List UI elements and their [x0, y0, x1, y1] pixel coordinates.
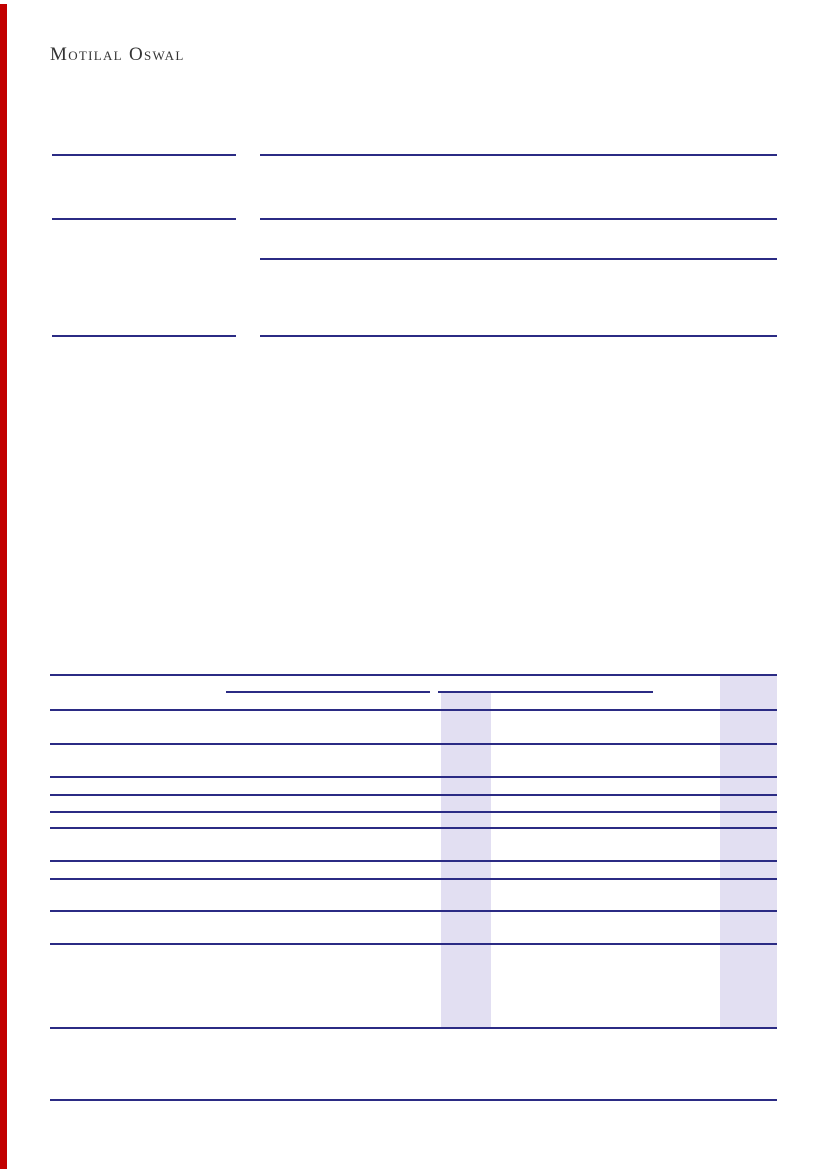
left-edge-accent-bar	[0, 4, 7, 1169]
table-top-rule	[50, 674, 777, 676]
header-right-rule	[260, 335, 777, 337]
table-highlight-column	[720, 676, 777, 1028]
table-column-group-rule	[226, 691, 430, 693]
header-right-rule	[260, 218, 777, 220]
table-column-group-rule	[438, 691, 653, 693]
table-row-rule	[50, 860, 777, 862]
header-left-rule	[52, 335, 236, 337]
table-row-rule	[50, 709, 777, 711]
header-left-rule	[52, 154, 236, 156]
brand-logo: Motilal Oswal	[50, 44, 185, 65]
table-bottom-rule	[50, 1027, 777, 1029]
table-row-rule	[50, 878, 777, 880]
header-right-rule	[260, 154, 777, 156]
table-row-rule	[50, 943, 777, 945]
table-row-rule	[50, 910, 777, 912]
table-row-rule	[50, 743, 777, 745]
table-row-rule	[50, 776, 777, 778]
header-right-rule	[260, 258, 777, 260]
header-left-rule	[52, 218, 236, 220]
footer-rule	[50, 1099, 777, 1101]
table-row-rule	[50, 827, 777, 829]
table-row-rule	[50, 794, 777, 796]
table-row-rule	[50, 811, 777, 813]
